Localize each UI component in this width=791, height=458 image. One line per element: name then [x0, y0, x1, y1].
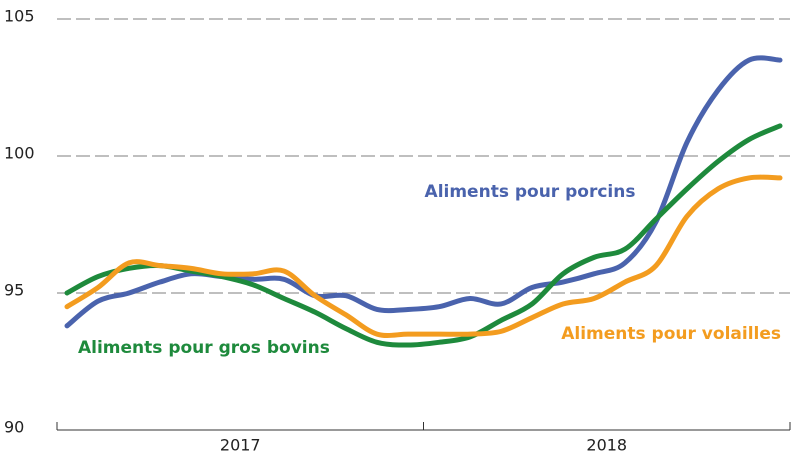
- line: [64, 174, 783, 339]
- y-tick-label: 90: [4, 418, 24, 437]
- y-tick-label: 105: [4, 7, 35, 26]
- x-tick-label: 2017: [220, 436, 261, 455]
- line: [64, 55, 783, 329]
- x-tick-label: 2018: [586, 436, 627, 455]
- series-label: Aliments pour volailles: [561, 324, 781, 344]
- y-tick-label: 100: [4, 144, 35, 163]
- series-label: Aliments pour gros bovins: [78, 338, 330, 358]
- series-label: Aliments pour porcins: [425, 182, 636, 202]
- y-tick-label: 95: [4, 281, 24, 300]
- line: [64, 123, 783, 348]
